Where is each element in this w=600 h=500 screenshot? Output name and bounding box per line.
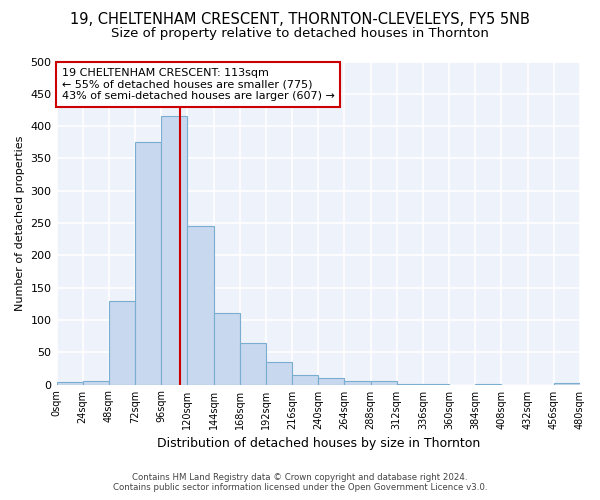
Text: Contains HM Land Registry data © Crown copyright and database right 2024.
Contai: Contains HM Land Registry data © Crown c… [113,473,487,492]
Bar [83,382,109,384]
Bar [187,226,214,384]
Bar [109,300,135,384]
Text: 19 CHELTENHAM CRESCENT: 113sqm
← 55% of detached houses are smaller (775)
43% of: 19 CHELTENHAM CRESCENT: 113sqm ← 55% of … [62,68,335,101]
Bar [292,375,318,384]
Bar [554,382,580,384]
Text: 19, CHELTENHAM CRESCENT, THORNTON-CLEVELEYS, FY5 5NB: 19, CHELTENHAM CRESCENT, THORNTON-CLEVEL… [70,12,530,28]
Bar [214,314,240,384]
X-axis label: Distribution of detached houses by size in Thornton: Distribution of detached houses by size … [157,437,480,450]
Bar [56,382,83,384]
Bar [344,382,371,384]
Bar [161,116,187,384]
Bar [371,380,397,384]
Bar [135,142,161,384]
Text: Size of property relative to detached houses in Thornton: Size of property relative to detached ho… [111,28,489,40]
Bar [266,362,292,384]
Bar [240,342,266,384]
Bar [318,378,344,384]
Y-axis label: Number of detached properties: Number of detached properties [15,136,25,310]
